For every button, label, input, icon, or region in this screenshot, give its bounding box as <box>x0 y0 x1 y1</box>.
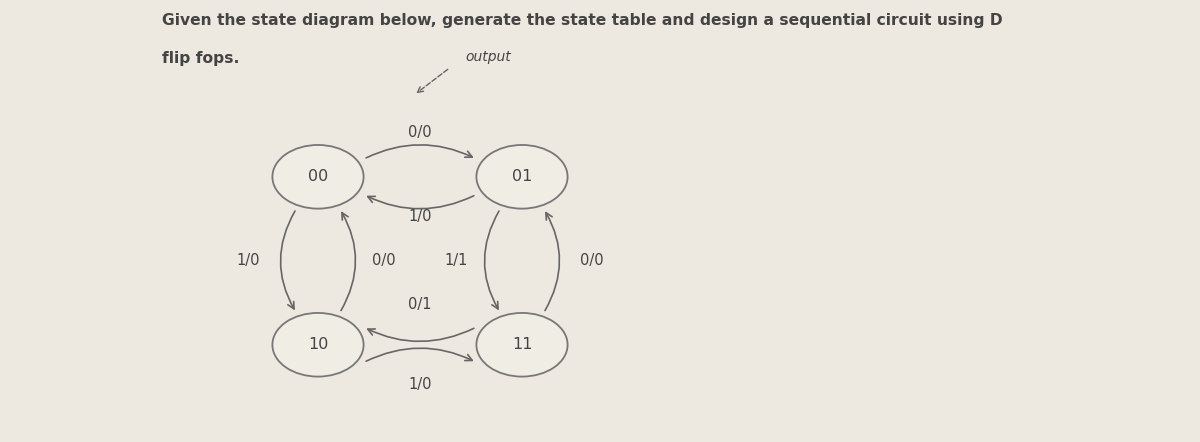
Ellipse shape <box>272 145 364 209</box>
Text: 00: 00 <box>308 169 328 184</box>
Ellipse shape <box>476 313 568 377</box>
Text: flip fops.: flip fops. <box>162 51 240 66</box>
Text: 11: 11 <box>511 337 533 352</box>
Text: 0/0: 0/0 <box>580 253 604 268</box>
Text: 1/1: 1/1 <box>444 253 468 268</box>
Text: 0/1: 0/1 <box>408 297 432 312</box>
Text: Given the state diagram below, generate the state table and design a sequential : Given the state diagram below, generate … <box>162 13 1003 28</box>
Ellipse shape <box>272 313 364 377</box>
Text: 1/0: 1/0 <box>408 377 432 392</box>
Text: 10: 10 <box>308 337 328 352</box>
Text: 0/0: 0/0 <box>372 253 396 268</box>
Text: 1/0: 1/0 <box>408 209 432 224</box>
Text: 01: 01 <box>512 169 532 184</box>
Ellipse shape <box>476 145 568 209</box>
Text: 0/0: 0/0 <box>408 125 432 140</box>
Text: output: output <box>466 50 511 64</box>
Text: 1/0: 1/0 <box>236 253 260 268</box>
